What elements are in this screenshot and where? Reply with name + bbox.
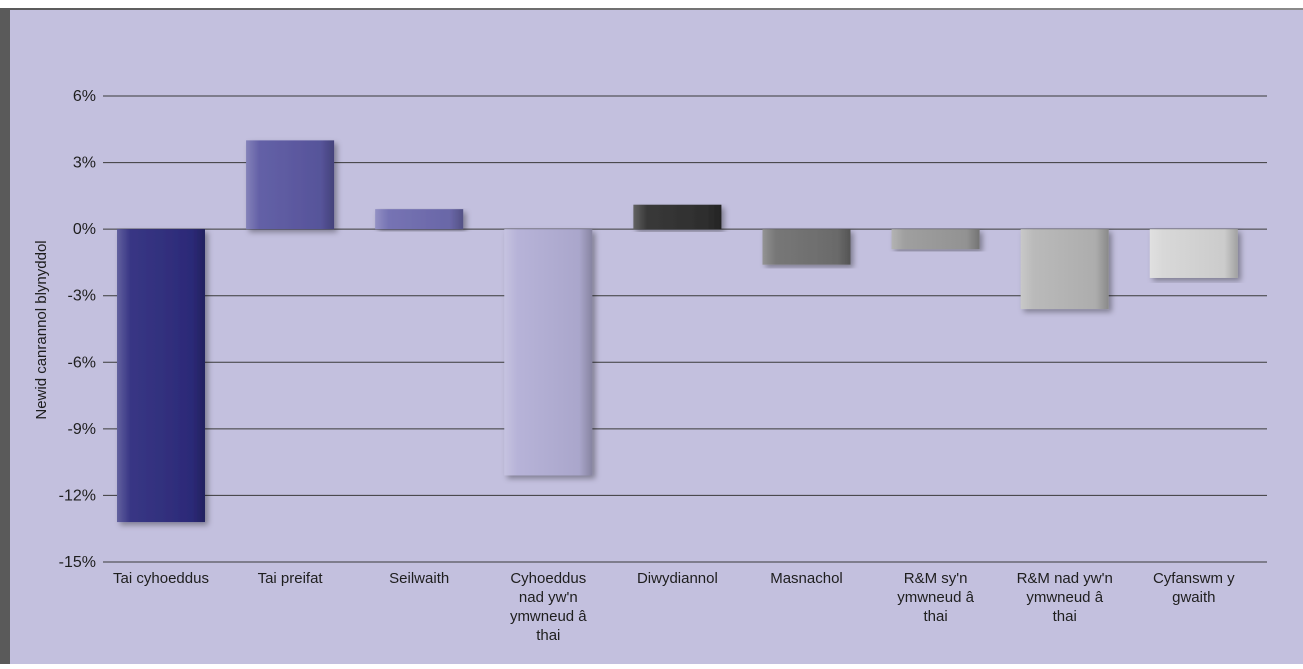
bar [1149, 229, 1238, 278]
x-tick-label: Seilwaith [389, 570, 449, 587]
plot-background [10, 10, 1303, 664]
y-tick-label: -3% [68, 288, 96, 305]
chart-frame-top [0, 0, 1303, 8]
bar-bevel [117, 229, 205, 523]
y-tick-label: 0% [73, 221, 96, 238]
x-tick-label: Diwydiannol [637, 570, 718, 587]
y-axis-title: Newid canrannol blynyddol [33, 240, 50, 419]
y-tick-label: -15% [59, 554, 96, 571]
bar-bevel [633, 204, 722, 230]
bar [891, 229, 980, 250]
y-axis-ticks: 6% 3% 0% -3% -6% -9% -12% -15% [59, 88, 96, 571]
x-tick-label: Masnachol [770, 570, 843, 587]
bar-bevel [504, 229, 593, 476]
bar [762, 229, 851, 265]
x-tick-label: R&M nad yw'n ymwneud â thai [1017, 570, 1113, 625]
y-tick-label: -12% [59, 487, 96, 504]
y-tick-label: -9% [68, 421, 96, 438]
bar-bevel [762, 229, 851, 265]
bar [117, 229, 205, 523]
bar [375, 209, 464, 230]
x-tick-label: Tai cyhoeddus [113, 570, 209, 587]
y-tick-label: 6% [73, 88, 96, 105]
bar [1020, 229, 1109, 310]
bar [246, 140, 335, 230]
bar-bevel [246, 140, 335, 230]
x-tick-label: Tai preifat [258, 570, 324, 587]
bars [117, 140, 1238, 523]
bar-bevel [1149, 229, 1238, 278]
bar-bevel [375, 209, 464, 230]
bar-bevel [1020, 229, 1109, 310]
y-tick-label: 3% [73, 155, 96, 172]
x-tick-label: R&M sy'n ymwneud â thai [897, 570, 974, 625]
bar-bevel [891, 229, 980, 250]
y-tick-label: -6% [68, 354, 96, 371]
x-tick-label: Cyfanswm y gwaith [1153, 570, 1235, 606]
bar [504, 229, 593, 476]
x-axis-labels: Tai cyhoeddus Tai preifat Seilwaith Cyhoedd… [113, 570, 1235, 644]
bar [633, 204, 722, 230]
x-tick-label: Cyhoeddus nad yw'n ymwneud â thai [510, 570, 587, 644]
